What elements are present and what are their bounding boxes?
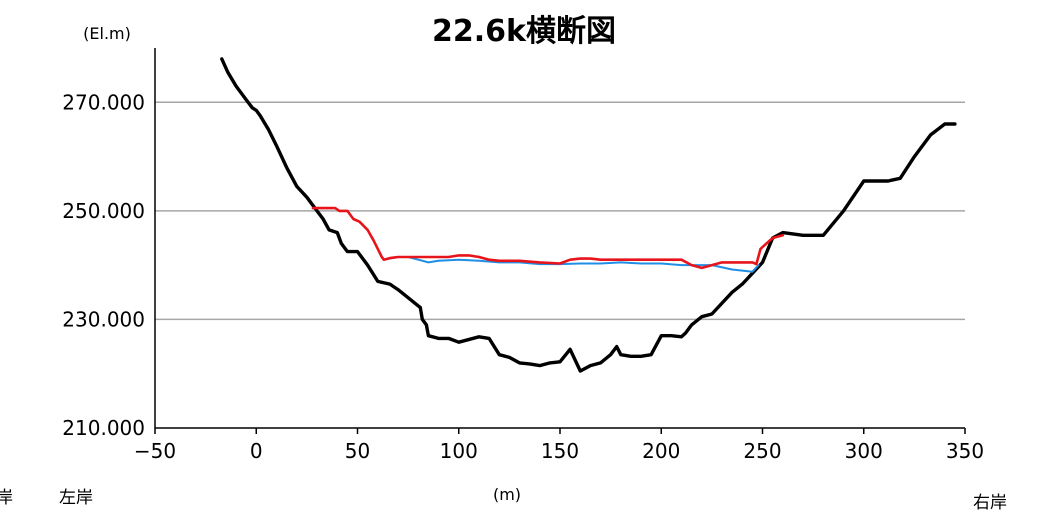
left-bank-label-clipped: 岸	[0, 488, 13, 508]
plot-area: 210.000 230.000 250.000 270.000 −50 0 50 100 150…	[62, 48, 984, 463]
x-axis-unit-label: (m)	[493, 485, 521, 504]
left-bank-label: 左岸	[59, 488, 93, 508]
x-tick-label-4: 150	[541, 439, 579, 463]
x-tick-label-6: 250	[743, 439, 781, 463]
y-tick-label-0: 210.000	[62, 416, 145, 440]
x-tick-label-0: −50	[134, 439, 176, 463]
x-tick-label-5: 200	[642, 439, 680, 463]
x-tick-label-1: 0	[250, 439, 263, 463]
right-bank-label: 右岸	[973, 493, 1007, 513]
chart-title: 22.6k横断図	[432, 14, 616, 49]
x-tick-label-7: 300	[845, 439, 883, 463]
x-tick-label-2: 50	[345, 439, 370, 463]
y-tick-label-2: 250.000	[62, 199, 145, 223]
y-axis-unit-label: (El.m)	[83, 24, 131, 43]
y-tick-label-3: 270.000	[62, 90, 145, 114]
y-tick-label-1: 230.000	[62, 307, 145, 331]
series-line-2	[311, 206, 785, 270]
x-tick-label-3: 100	[440, 439, 478, 463]
series-line-0	[220, 57, 957, 373]
x-tick-label-8: 350	[946, 439, 984, 463]
series-line-1	[382, 256, 760, 273]
